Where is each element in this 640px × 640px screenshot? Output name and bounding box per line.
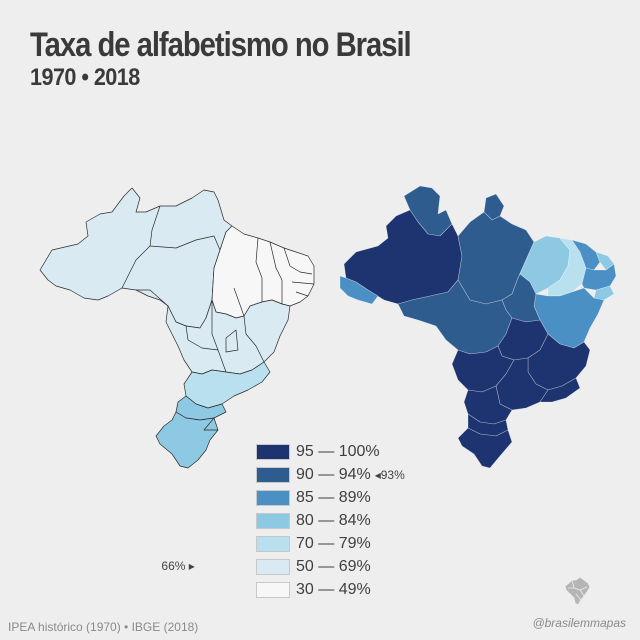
legend-label: 95 — 100% [296, 442, 380, 460]
region-north-1970 [39, 187, 233, 329]
legend-label: 30 — 49% [296, 580, 371, 598]
page-title: Taxa de alfabetismo no Brasil [30, 26, 412, 64]
map-1970 [39, 187, 315, 469]
legend-label: 90 — 94% [296, 465, 371, 483]
legend: 95 — 100% 90 — 94% ◂93% 85 — 89% 80 — 84… [161, 440, 405, 601]
legend-item: 95 — 100% [256, 440, 405, 463]
region-rs-2018 [457, 427, 513, 469]
legend-item: 30 — 49% [256, 578, 405, 601]
legend-swatch [256, 443, 290, 460]
legend-item: 90 — 94% ◂93% [256, 463, 405, 486]
region-south-1970 [155, 411, 219, 469]
legend-item: 80 — 84% [256, 509, 405, 532]
legend-label: 85 — 89% [296, 488, 371, 506]
region-ce-2018 [571, 239, 601, 271]
map-2018 [339, 185, 617, 469]
region-rj-es-2018 [539, 377, 581, 403]
brazil-map-logo-icon [564, 576, 591, 606]
region-to-2018 [501, 273, 541, 323]
author-handle: @brasilemmapas [532, 616, 626, 630]
legend-swatch [256, 535, 290, 552]
legend-swatch [256, 489, 290, 506]
legend-marker-2018: ◂93% [374, 467, 405, 482]
legend-label: 50 — 69% [296, 557, 371, 575]
legend-swatch [256, 466, 290, 483]
legend-swatch [256, 512, 290, 529]
legend-item: 85 — 89% [256, 486, 405, 509]
legend-marker-1970: 66% ▸ [161, 559, 195, 573]
page-subtitle: 1970 • 2018 [30, 64, 140, 91]
legend-swatch [256, 581, 290, 598]
legend-label: 70 — 79% [296, 534, 371, 552]
region-al-se-2018 [593, 285, 615, 301]
source-credit: IPEA histórico (1970) • IBGE (2018) [8, 620, 199, 634]
legend-item: 70 — 79% [256, 532, 405, 555]
region-center-1970 [165, 299, 291, 375]
legend-swatch [256, 558, 290, 575]
legend-label: 80 — 84% [296, 511, 371, 529]
legend-item: 66% ▸ 50 — 69% [161, 555, 405, 578]
region-ac-2018 [339, 275, 379, 305]
region-pb-pe-2018 [581, 263, 617, 291]
